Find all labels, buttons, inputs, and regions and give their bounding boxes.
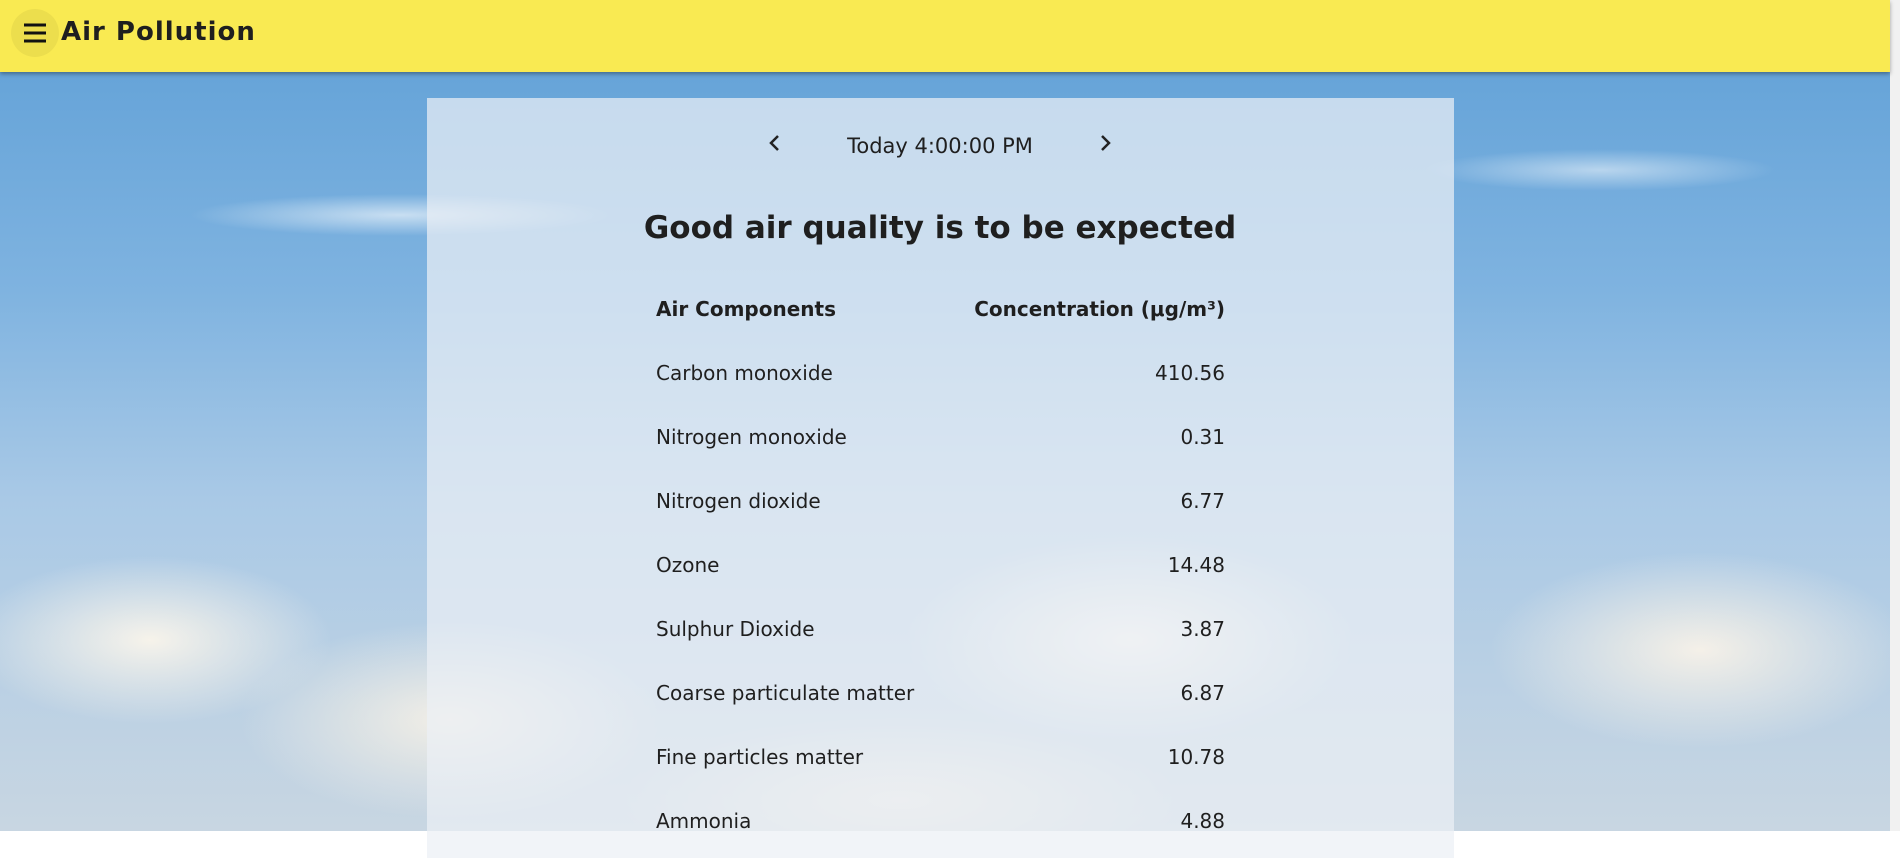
concentration-value: 0.31 — [1180, 425, 1225, 449]
component-name: Nitrogen monoxide — [656, 425, 847, 449]
scrollbar[interactable] — [1890, 0, 1900, 831]
component-name: Fine particles matter — [656, 745, 864, 769]
column-header: Air Components — [656, 297, 836, 321]
column-header: Concentration (μg/m³) — [974, 297, 1225, 321]
component-name: Carbon monoxide — [656, 361, 833, 385]
app-bar: Air Pollution — [0, 0, 1890, 72]
concentration-value: 4.88 — [1180, 809, 1225, 833]
component-name: Sulphur Dioxide — [656, 617, 815, 641]
component-name: Coarse particulate matter — [656, 681, 915, 705]
concentration-value: 3.87 — [1180, 617, 1225, 641]
menu-button[interactable] — [11, 9, 59, 57]
content-card — [427, 98, 1454, 858]
component-name: Ozone — [656, 553, 720, 577]
concentration-value: 6.87 — [1180, 681, 1225, 705]
concentration-value: 14.48 — [1167, 553, 1225, 577]
menu-icon — [24, 23, 46, 43]
quality-heading: Good air quality is to be expected — [643, 210, 1237, 246]
prev-button[interactable] — [765, 131, 785, 155]
app-title: Air Pollution — [61, 17, 256, 47]
concentration-value: 6.77 — [1180, 489, 1225, 513]
concentration-value: 410.56 — [1155, 361, 1225, 385]
next-button[interactable] — [1095, 131, 1115, 155]
component-name: Nitrogen dioxide — [656, 489, 821, 513]
concentration-value: 10.78 — [1167, 745, 1225, 769]
component-name: Ammonia — [656, 809, 752, 833]
time-label: Today 4:00:00 PM — [847, 134, 1033, 158]
